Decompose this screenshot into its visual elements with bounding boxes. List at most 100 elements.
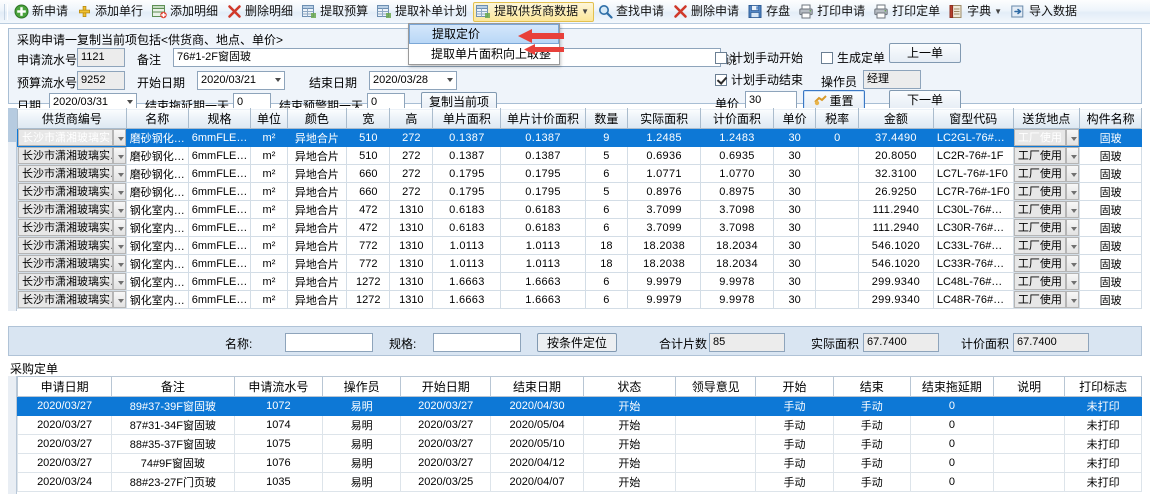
cell-note[interactable] [992,415,1066,435]
cell-amount[interactable]: 32.3100 [857,164,934,183]
detail-col-header-17[interactable]: 构件名称 [1079,108,1142,129]
cell-spec[interactable]: 6mmFLE… [187,200,252,219]
cell-spec[interactable]: 6mmFLE… [187,218,252,237]
cell-qty[interactable]: 9 [584,128,629,147]
cell-status[interactable]: 开始 [582,415,677,435]
cell-window_code[interactable]: LC2GL-76#… [932,128,1014,147]
cell-supplier[interactable]: 长沙市潇湘玻璃实… [17,164,127,183]
cell-w[interactable]: 1272 [346,272,391,291]
cell-window_code[interactable]: LC2R-76#-1F [932,146,1014,165]
cell-tax[interactable]: 0 [815,128,859,147]
cell-remark[interactable]: 89#37-39F窗固玻 [111,396,235,416]
cell-piece_price_area[interactable]: 1.6663 [500,272,586,291]
toolbar-button-12[interactable]: 字典 ▼ [946,2,1007,22]
cell-amount[interactable]: 299.9340 [857,290,934,309]
cell-qty[interactable]: 18 [584,254,629,273]
cell-unit[interactable]: m² [250,200,288,219]
cell-window_code[interactable]: LC30L-76#… [932,200,1014,219]
table-row[interactable]: 长沙市潇湘玻璃实… 钢化室内… 6mmFLE… m² 异地合片 772 1310 1.0113… [17,254,1142,273]
cell-apply_date[interactable]: 2020/03/27 [16,434,113,454]
cell-qty[interactable]: 6 [584,290,629,309]
table-row[interactable]: 2020/03/27 74#9F窗固玻 1076 易明 2020/03/27 2020/0… [16,453,1142,473]
cell-piece_price_area[interactable]: 0.1387 [500,128,586,147]
cell-window_code[interactable]: LC33R-76#… [932,254,1014,273]
chevron-down-icon[interactable] [1066,273,1079,290]
cell-price[interactable]: 30 [772,236,817,255]
cell-print_flag[interactable]: 未打印 [1064,434,1142,454]
cell-operator[interactable]: 易明 [322,472,401,492]
chevron-down-icon[interactable] [112,201,126,218]
cell-serial[interactable]: 1072 [233,396,324,416]
cell-opinion[interactable] [675,396,757,416]
cell-actual_area[interactable]: 18.2038 [627,236,702,255]
detail-col-header-8[interactable]: 单片计价面积 [500,108,586,129]
cell-h[interactable]: 1310 [389,290,434,309]
order-col-header-9[interactable]: 结束 [832,376,911,397]
locate-by-condition-button[interactable]: 按条件定位 [537,333,617,352]
cell-print_flag[interactable]: 未打印 [1064,396,1142,416]
cell-start_date[interactable]: 2020/03/27 [399,453,492,473]
toolbar-button-8[interactable]: 删除申请 [670,2,744,22]
toolbar-button-13[interactable]: 导入数据 [1008,2,1082,22]
cell-print_flag[interactable]: 未打印 [1064,453,1142,473]
cell-status[interactable]: 开始 [582,453,677,473]
cell-unit[interactable]: m² [250,182,288,201]
cell-name[interactable]: 磨砂钢化… [125,164,189,183]
cell-h[interactable]: 272 [389,182,434,201]
cell-supplier[interactable]: 长沙市潇湘玻璃实… [17,290,127,309]
toolbar-button-4[interactable]: 提取预算 [299,2,373,22]
cell-note[interactable] [992,453,1066,473]
cell-serial[interactable]: 1076 [233,453,324,473]
cell-h[interactable]: 1310 [389,218,434,237]
cell-price[interactable]: 30 [772,200,817,219]
table-row[interactable]: 长沙市潇湘玻璃实… 磨砂钢化… 6mmFLE… m² 异地合片 510 272 0.1387 0… [17,146,1142,165]
chevron-down-icon[interactable] [112,273,126,290]
cell-supplier[interactable]: 长沙市潇湘玻璃实… [17,218,127,237]
cell-spec[interactable]: 6mmFLE… [187,254,252,273]
detail-grid-scrollbar[interactable] [8,108,17,311]
cell-end_date[interactable]: 2020/05/10 [490,434,584,454]
cell-delay[interactable]: 0 [909,415,994,435]
cell-actual_area[interactable]: 9.9979 [627,272,702,291]
cell-delivery[interactable]: 工厂使用 [1012,254,1081,273]
cell-color[interactable]: 异地合片 [286,200,348,219]
cell-end_date[interactable]: 2020/04/12 [490,453,584,473]
cell-price[interactable]: 30 [772,128,817,147]
cell-amount[interactable]: 111.2940 [857,218,934,237]
cell-qty[interactable]: 5 [584,146,629,165]
cell-amount[interactable]: 546.1020 [857,254,934,273]
toolbar-button-0[interactable]: 新申请 [11,2,73,22]
start-date-picker[interactable]: 2020/03/21 [197,71,285,90]
scrollbar-thumb[interactable] [8,108,17,142]
cell-w[interactable]: 510 [346,146,391,165]
cell-delivery[interactable]: 工厂使用 [1012,218,1081,237]
serial-input[interactable]: 1121 [77,48,125,67]
cell-tax[interactable] [815,236,859,255]
cell-remark[interactable]: 74#9F窗固玻 [111,453,235,473]
table-row[interactable]: 2020/03/24 88#23-27F门页玻 1035 易明 2020/03/25 20… [16,472,1142,492]
cell-spec[interactable]: 6mmFLE… [187,272,252,291]
cell-h[interactable]: 272 [389,128,434,147]
cell-h[interactable]: 1310 [389,254,434,273]
toolbar-button-2[interactable]: 添加明细 [149,2,223,22]
cell-qty[interactable]: 18 [584,236,629,255]
cell-delay[interactable]: 0 [909,434,994,454]
chevron-down-icon[interactable] [112,291,126,308]
chevron-down-icon[interactable] [112,255,126,272]
cell-price_area[interactable]: 9.9978 [700,272,774,291]
cell-end[interactable]: 手动 [832,396,911,416]
cell-opinion[interactable] [675,472,757,492]
cell-part[interactable]: 固玻 [1079,254,1142,273]
cell-part[interactable]: 固玻 [1079,182,1142,201]
cell-unit[interactable]: m² [250,236,288,255]
cell-piece_price_area[interactable]: 1.0113 [500,254,586,273]
cell-delivery[interactable]: 工厂使用 [1012,272,1081,291]
cell-color[interactable]: 异地合片 [286,218,348,237]
cell-window_code[interactable]: LC30R-76#… [932,218,1014,237]
cell-qty[interactable]: 6 [584,164,629,183]
toolbar-button-1[interactable]: 添加单行 [74,2,148,22]
cell-price[interactable]: 30 [772,254,817,273]
cell-piece_area[interactable]: 1.6663 [432,272,502,291]
cell-start[interactable]: 手动 [755,396,834,416]
cell-actual_area[interactable]: 0.8976 [627,182,702,201]
